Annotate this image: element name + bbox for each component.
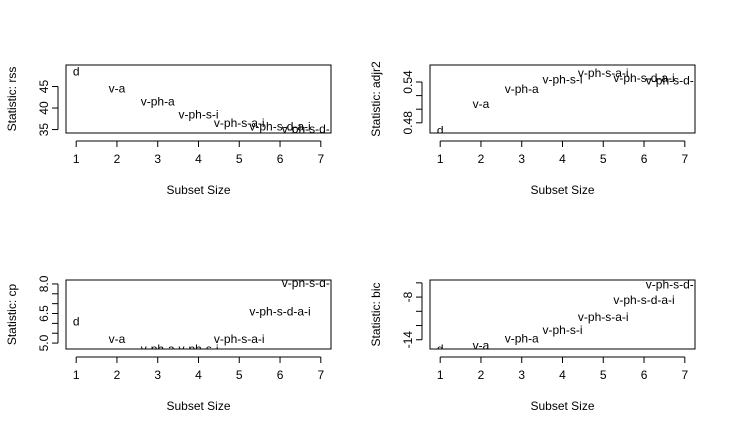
- x-tick-label: 5: [600, 368, 607, 382]
- x-tick-label: 6: [277, 152, 284, 166]
- point-label: v-ph-s-d-a-i: [249, 305, 310, 319]
- point-label: v-ph-s-d-a-i: [249, 120, 310, 134]
- x-tick-label: 7: [317, 152, 324, 166]
- point-label: d: [437, 123, 444, 137]
- x-tick-label: 4: [559, 152, 566, 166]
- point-label: v-ph-s-i: [178, 342, 218, 356]
- x-tick-label: 4: [559, 368, 566, 382]
- x-tick-label: 5: [236, 368, 243, 382]
- point-label: v-ph-a: [141, 342, 175, 356]
- y-axis-label: Statistic: adjr2: [369, 61, 383, 137]
- point-label: v-ph-s-i: [542, 323, 582, 337]
- y-tick-label: 0.48: [401, 111, 415, 135]
- x-tick-label: 3: [518, 152, 525, 166]
- x-tick-label: 2: [114, 152, 121, 166]
- x-axis-label: Subset Size: [530, 399, 594, 413]
- point-label: v-ph-s-d-pc-a-i: [282, 122, 360, 136]
- chart-panel-3: 1 2 3 4 5 6 7 5.0 6.5 8.0 Subset Size Statistic: cp…: [5, 275, 360, 413]
- x-tick-label: 7: [317, 368, 324, 382]
- x-tick-label: 1: [73, 152, 80, 166]
- point-label: d: [73, 314, 80, 328]
- point-label: v-ph-a: [505, 331, 539, 345]
- y-axis-label: Statistic: bic: [369, 282, 383, 346]
- x-tick-label: 6: [641, 152, 648, 166]
- x-tick-label: 7: [681, 368, 688, 382]
- point-label: d: [73, 64, 80, 78]
- x-tick-label: 2: [478, 368, 485, 382]
- x-tick-label: 3: [154, 152, 161, 166]
- y-axis-label: Statistic: rss: [5, 67, 19, 132]
- point-label: v-ph-s-a-i: [578, 66, 629, 80]
- y-tick-label: 8.0: [37, 275, 51, 292]
- plot-frame: [65, 64, 332, 134]
- x-tick-label: 5: [600, 152, 607, 166]
- x-tick-label: 6: [277, 368, 284, 382]
- y-tick-label: -8: [401, 291, 415, 302]
- x-tick-label: 3: [154, 368, 161, 382]
- x-tick-label: 1: [437, 368, 444, 382]
- x-tick-label: 7: [681, 152, 688, 166]
- y-tick-label: 40: [37, 101, 51, 115]
- point-label: v-ph-a: [141, 95, 175, 109]
- y-tick-label: 0.54: [401, 70, 415, 94]
- point-label: v-a: [473, 338, 490, 352]
- x-tick-label: 1: [437, 152, 444, 166]
- x-tick-label: 3: [518, 368, 525, 382]
- point-label: v-a: [109, 82, 126, 96]
- point-label: v-ph-a: [505, 82, 539, 96]
- point-label: v-ph-s-d-pc-a-i: [282, 276, 360, 290]
- plot-frame: [429, 279, 696, 350]
- point-label: v-a: [109, 332, 126, 346]
- x-axis-label: Subset Size: [166, 183, 230, 197]
- point-label: v-ph-s-i: [542, 72, 582, 86]
- x-axis-label: Subset Size: [166, 399, 230, 413]
- plot-frame: [65, 279, 332, 350]
- x-tick-label: 2: [114, 368, 121, 382]
- plot-frame: [429, 64, 696, 134]
- point-label: v-ph-s-i: [178, 107, 218, 121]
- point-label: v-a: [473, 97, 490, 111]
- chart-panel-4: 1 2 3 4 5 6 7 -14 -8 Subset Size Statistic: bic d v-…: [369, 277, 724, 413]
- x-tick-label: 4: [195, 368, 202, 382]
- x-tick-label: 5: [236, 152, 243, 166]
- chart-panel-2: 1 2 3 4 5 6 7 0.48 0.54 Subset Size Statistic: adj…: [369, 61, 724, 197]
- x-tick-label: 6: [641, 368, 648, 382]
- point-label: v-ph-s-a-i: [214, 116, 265, 130]
- y-axis-label: Statistic: cp: [5, 284, 19, 346]
- y-tick-label: 5.0: [37, 334, 51, 351]
- point-label: v-ph-s-a-i: [578, 310, 629, 324]
- point-label: v-ph-s-d-a-i: [613, 293, 674, 307]
- x-axis-label: Subset Size: [530, 183, 594, 197]
- y-tick-label: -14: [401, 331, 415, 349]
- y-tick-label: 45: [37, 80, 51, 94]
- y-tick-label: 35: [37, 123, 51, 137]
- point-label: v-ph-s-d-pc-a-i: [646, 74, 724, 88]
- point-label: v-ph-s-d-a-i: [613, 71, 674, 85]
- x-tick-label: 4: [195, 152, 202, 166]
- x-tick-label: 2: [478, 152, 485, 166]
- x-tick-label: 1: [73, 368, 80, 382]
- point-label: d: [437, 342, 444, 356]
- point-label: v-ph-s-d-pc-a-i: [646, 277, 724, 291]
- point-label: v-ph-s-a-i: [214, 332, 265, 346]
- y-tick-label: 6.5: [37, 305, 51, 322]
